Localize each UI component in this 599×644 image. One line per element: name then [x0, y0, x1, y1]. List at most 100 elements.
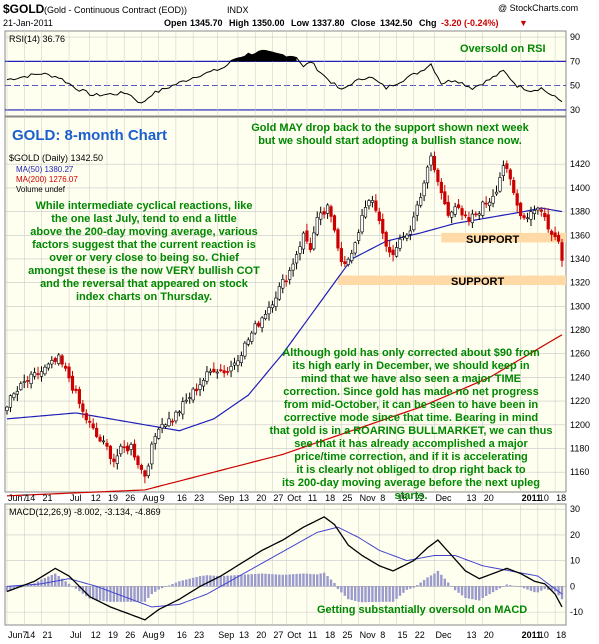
- macd-histogram-bar: [274, 574, 278, 587]
- macd-histogram-bar: [388, 586, 391, 602]
- change-label: Chg: [419, 18, 437, 28]
- x-axis-label: 8: [380, 630, 385, 640]
- macd-histogram-bar: [343, 586, 347, 596]
- copyright: @ StockCharts.com: [498, 3, 578, 13]
- price-candle: [194, 388, 199, 392]
- x-axis-label: 15: [398, 493, 408, 503]
- axis-ticks: 1420 1400 1380 1360 1340 1320 1300 1280 1260 1240…: [570, 32, 590, 617]
- price-candle: [5, 406, 9, 411]
- price-candle: [188, 397, 192, 399]
- note-line: above the 200-day moving average, variou…: [30, 226, 257, 238]
- price-candle: [91, 423, 95, 429]
- price-layer: [5, 151, 564, 497]
- price-candle: [456, 204, 461, 208]
- x-axis-label: 16: [177, 630, 187, 640]
- price-candle: [105, 442, 109, 447]
- macd-histogram-bar: [43, 578, 47, 587]
- price-candle: [474, 213, 478, 216]
- macd-histogram-bar: [157, 586, 160, 590]
- macd-histogram-bar: [491, 586, 495, 593]
- note-line: its high early in December, we should ke…: [292, 360, 529, 372]
- macd-layer: [5, 516, 564, 621]
- macd-histogram-bar: [271, 574, 274, 587]
- price-tick-label: 1300: [570, 301, 590, 311]
- price-candle: [546, 214, 550, 230]
- price-candle: [412, 216, 416, 231]
- macd-histogram-bar: [505, 584, 509, 587]
- macd-histogram-bar: [316, 574, 319, 587]
- price-candle: [260, 317, 264, 328]
- price-candle: [77, 389, 81, 404]
- price-candle: [95, 427, 99, 437]
- x-axis-label: 25: [342, 493, 352, 503]
- price-tick-label: 1240: [570, 372, 590, 382]
- macd-histogram-bar: [88, 586, 91, 599]
- note-line: the one last July, tend to end a little: [51, 213, 237, 225]
- macd-histogram-bar: [457, 586, 460, 593]
- macd-histogram-bar: [50, 575, 54, 587]
- x-axis-label: Oct: [287, 630, 302, 640]
- bottom-note: Although gold has only corrected about $…: [270, 347, 553, 502]
- note-line: it is clearly not obliged to drop right …: [296, 464, 525, 476]
- macd-histogram-bar: [150, 586, 153, 595]
- price-candle: [277, 286, 281, 300]
- x-axis-label: 11: [308, 630, 317, 640]
- macd-histogram-bar: [502, 586, 505, 587]
- price-candle: [543, 212, 547, 218]
- macd-histogram-bar: [109, 586, 112, 602]
- macd-histogram-bar: [443, 578, 446, 587]
- price-candle: [325, 204, 330, 214]
- note-line: over or very close to being so. Chief: [49, 252, 239, 264]
- price-candle: [53, 358, 57, 362]
- x-axis-label: 13: [239, 630, 249, 640]
- price-candle: [191, 388, 195, 401]
- price-candle: [160, 424, 164, 429]
- macd-histogram-bar: [322, 572, 326, 587]
- macd-histogram-bar: [381, 586, 384, 602]
- macd-histogram-bar: [478, 586, 481, 601]
- price-candle: [174, 411, 178, 422]
- macd-line: [6, 516, 563, 621]
- macd-histogram-bar: [453, 586, 457, 591]
- price-candle: [298, 246, 302, 254]
- macd-histogram-bar: [319, 573, 322, 587]
- macd-histogram-bar: [474, 586, 478, 600]
- macd-histogram-bar: [484, 586, 488, 597]
- price-candle: [36, 373, 40, 375]
- x-axis-label: 22: [415, 630, 425, 640]
- x-axis-label: Sep: [218, 493, 234, 503]
- legend-volume: Volume undef: [16, 185, 66, 194]
- x-axis-label: 13: [466, 630, 476, 640]
- macd-histogram-bar: [202, 575, 205, 587]
- macd-histogram-bar: [305, 573, 309, 587]
- x-axis-label: 20: [256, 493, 266, 503]
- x-axis-label: 20: [256, 630, 266, 640]
- macd-histogram-bar: [550, 586, 553, 591]
- price-candle: [22, 381, 26, 383]
- price-candle: [115, 455, 119, 464]
- x-axis-label: 14: [25, 493, 35, 503]
- macd-histogram-bar: [222, 575, 226, 587]
- price-candle: [201, 379, 206, 387]
- macd-histogram-bar: [422, 579, 426, 587]
- price-candle: [443, 191, 447, 205]
- price-candle: [219, 369, 223, 372]
- note-line: While intermediate cyclical reactions, l…: [35, 200, 252, 212]
- macd-histogram-bar: [353, 586, 357, 601]
- note-line: index charts on Thursday.: [76, 291, 212, 303]
- price-candle: [291, 263, 295, 271]
- price-candle: [122, 446, 126, 449]
- macd-histogram-bar: [9, 586, 12, 591]
- macd-histogram-bar: [140, 586, 143, 602]
- x-axis-label: 9: [160, 493, 165, 503]
- price-candle: [408, 230, 412, 235]
- macd-histogram-bar: [102, 586, 105, 601]
- header-bg: [0, 0, 599, 30]
- note-line: amongst these is the now VERY bullish CO…: [28, 265, 260, 277]
- x-axis-label: 18: [556, 630, 566, 640]
- macd-histogram-bar: [126, 586, 129, 602]
- macd-histogram-bar: [12, 586, 16, 590]
- note-line: Although gold has only corrected about $…: [282, 347, 540, 359]
- rsi-overbought-fill: [231, 50, 297, 62]
- macd-histogram-bar: [247, 574, 250, 587]
